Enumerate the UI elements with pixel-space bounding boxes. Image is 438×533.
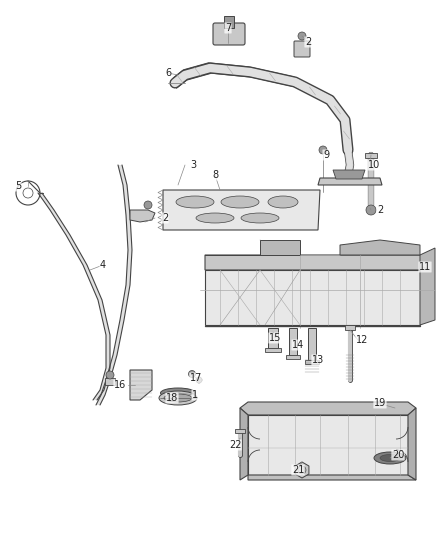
Ellipse shape [374, 452, 406, 464]
Polygon shape [120, 285, 130, 320]
Circle shape [298, 466, 306, 474]
Polygon shape [118, 165, 127, 185]
Text: 9: 9 [323, 150, 329, 160]
Text: 4: 4 [100, 260, 106, 270]
Ellipse shape [196, 213, 234, 223]
Ellipse shape [241, 213, 279, 223]
Polygon shape [205, 255, 428, 270]
Polygon shape [100, 368, 110, 390]
Polygon shape [93, 390, 104, 400]
Polygon shape [126, 215, 132, 250]
Ellipse shape [268, 196, 298, 208]
Polygon shape [345, 325, 355, 330]
Polygon shape [318, 178, 382, 185]
Polygon shape [205, 240, 300, 255]
Polygon shape [50, 210, 70, 235]
Circle shape [366, 205, 376, 215]
Text: 20: 20 [392, 450, 404, 460]
Polygon shape [126, 250, 132, 285]
Polygon shape [130, 370, 152, 400]
Polygon shape [265, 348, 281, 352]
Text: 12: 12 [356, 335, 368, 345]
Circle shape [144, 201, 152, 209]
Text: 13: 13 [312, 355, 324, 365]
FancyBboxPatch shape [294, 41, 310, 57]
Circle shape [319, 146, 327, 154]
Text: 21: 21 [292, 465, 304, 475]
Polygon shape [248, 415, 408, 475]
Text: 17: 17 [190, 373, 202, 383]
Circle shape [196, 377, 202, 383]
Polygon shape [333, 170, 365, 179]
Circle shape [298, 32, 306, 40]
Ellipse shape [159, 391, 197, 405]
Text: 18: 18 [166, 393, 178, 403]
Text: 5: 5 [15, 181, 21, 191]
Text: 15: 15 [269, 333, 281, 343]
Text: 3: 3 [190, 160, 196, 170]
Polygon shape [205, 270, 420, 325]
Text: 11: 11 [419, 262, 431, 272]
Text: 2: 2 [377, 205, 383, 215]
Text: 7: 7 [225, 23, 231, 33]
Ellipse shape [160, 388, 195, 398]
Polygon shape [365, 153, 377, 158]
Polygon shape [101, 380, 110, 395]
Text: 22: 22 [229, 440, 241, 450]
Text: 6: 6 [165, 68, 171, 78]
Polygon shape [123, 185, 130, 215]
Polygon shape [105, 378, 115, 385]
Ellipse shape [380, 455, 400, 462]
Polygon shape [268, 328, 278, 348]
Text: 2: 2 [162, 213, 168, 223]
Polygon shape [106, 335, 110, 368]
Ellipse shape [164, 394, 192, 402]
Polygon shape [408, 408, 416, 480]
Polygon shape [305, 360, 319, 364]
Ellipse shape [176, 196, 214, 208]
Text: 14: 14 [292, 340, 304, 350]
Bar [224, 16, 234, 28]
Text: 1: 1 [192, 390, 198, 400]
Polygon shape [130, 210, 155, 222]
Polygon shape [248, 475, 416, 480]
Polygon shape [98, 300, 110, 335]
Polygon shape [106, 355, 117, 380]
Polygon shape [96, 395, 105, 405]
Ellipse shape [221, 196, 259, 208]
Circle shape [106, 371, 114, 379]
Text: 10: 10 [368, 160, 380, 170]
Polygon shape [286, 355, 300, 359]
FancyBboxPatch shape [213, 23, 245, 45]
Polygon shape [240, 402, 416, 415]
Text: 8: 8 [212, 170, 218, 180]
Text: 19: 19 [374, 398, 386, 408]
Polygon shape [43, 200, 54, 210]
Polygon shape [113, 320, 124, 355]
Polygon shape [340, 240, 420, 255]
Polygon shape [66, 235, 87, 265]
Polygon shape [83, 265, 102, 300]
Polygon shape [235, 429, 245, 433]
Circle shape [188, 370, 195, 377]
Polygon shape [295, 462, 309, 478]
Polygon shape [38, 193, 47, 200]
Polygon shape [420, 248, 435, 325]
Polygon shape [308, 328, 316, 360]
Text: 2: 2 [305, 37, 311, 47]
Polygon shape [163, 190, 320, 230]
Text: 16: 16 [114, 380, 126, 390]
Polygon shape [289, 328, 297, 355]
Polygon shape [240, 408, 248, 480]
